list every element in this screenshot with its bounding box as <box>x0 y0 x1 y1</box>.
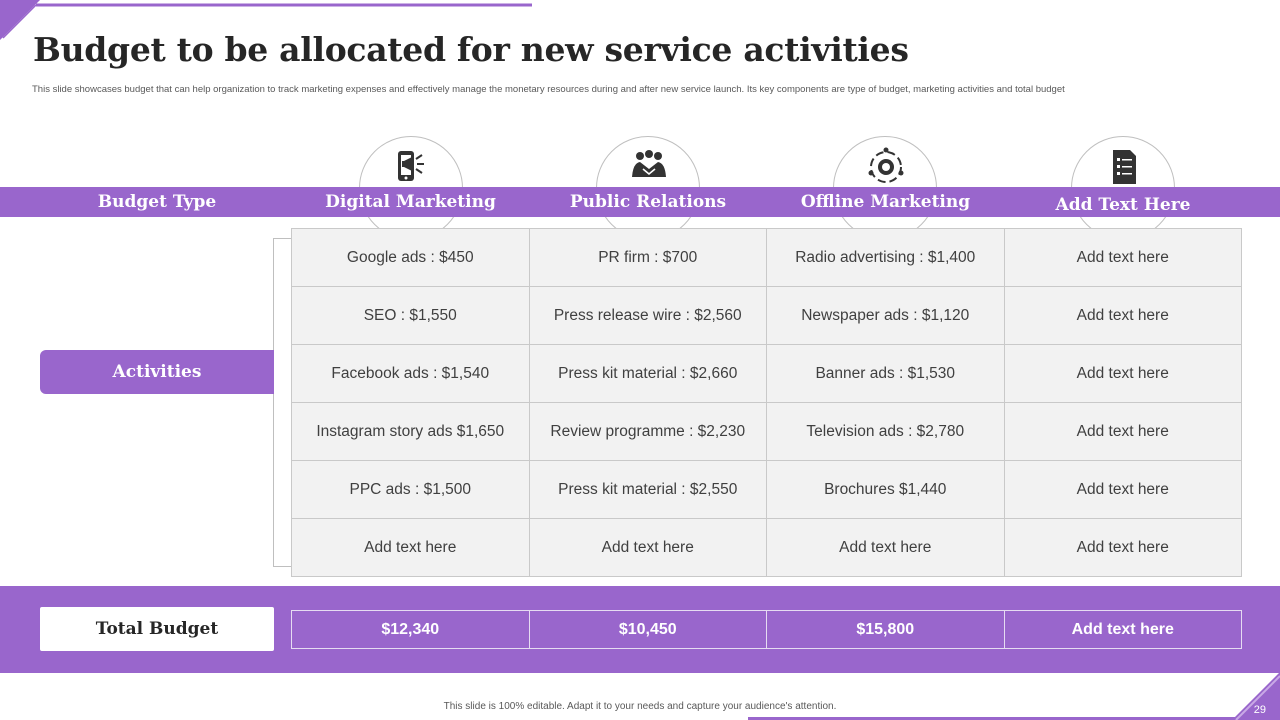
corner-decoration <box>1232 672 1280 720</box>
table-cell: SEO : $1,550 <box>291 286 530 345</box>
table-cell: Press kit material : $2,660 <box>528 344 767 403</box>
header-cover <box>595 187 701 217</box>
table-cell: Google ads : $450 <box>291 228 530 287</box>
table-cell: Add text here <box>1003 286 1242 345</box>
table-cell: Brochures $1,440 <box>766 460 1005 519</box>
table-cell: Add text here <box>1003 344 1242 403</box>
table-row: Instagram story ads $1,650 Review progra… <box>291 402 1242 461</box>
table-cell: PPC ads : $1,500 <box>291 460 530 519</box>
table-cell: Add text here <box>1003 228 1242 287</box>
page-title: Budget to be allocated for new service a… <box>33 30 909 69</box>
header-cover <box>1070 187 1176 217</box>
table-cell: Add text here <box>1003 460 1242 519</box>
header-public-relations: Public Relations <box>569 192 727 212</box>
gear-cycle-icon <box>868 147 904 183</box>
total-value: $15,800 <box>766 610 1005 649</box>
page-number: 29 <box>1253 704 1266 716</box>
totals-table: $12,340 $10,450 $15,800 Add text here <box>291 610 1242 649</box>
table-row: Add text here Add text here Add text her… <box>291 518 1242 577</box>
table-cell: Banner ads : $1,530 <box>766 344 1005 403</box>
total-value: $10,450 <box>528 610 767 649</box>
header-digital-marketing: Digital Marketing <box>325 192 496 212</box>
table-cell: Radio advertising : $1,400 <box>766 228 1005 287</box>
table-cell: Review programme : $2,230 <box>528 402 767 461</box>
table-row: SEO : $1,550 Press release wire : $2,560… <box>291 286 1242 345</box>
header-cover <box>832 187 938 217</box>
table-cell: Press kit material : $2,550 <box>528 460 767 519</box>
footer-line <box>748 717 1280 720</box>
table-cell: Press release wire : $2,560 <box>528 286 767 345</box>
mobile-megaphone-icon <box>398 151 424 181</box>
table-cell: PR firm : $700 <box>528 228 767 287</box>
table-cell: Add text here <box>1003 518 1242 577</box>
table-cell: Television ads : $2,780 <box>766 402 1005 461</box>
table-cell: Newspaper ads : $1,120 <box>766 286 1005 345</box>
table-row: Facebook ads : $1,540 Press kit material… <box>291 344 1242 403</box>
document-checklist-icon <box>1113 150 1136 184</box>
total-value: Add text here <box>1003 610 1242 649</box>
total-budget-label: Total Budget <box>40 607 274 651</box>
table-cell: Instagram story ads $1,650 <box>291 402 530 461</box>
table-cell: Add text here <box>291 518 530 577</box>
table-cell: Add text here <box>766 518 1005 577</box>
activities-label: Activities <box>40 350 274 394</box>
header-offline-marketing: Offline Marketing <box>800 192 971 212</box>
table-cell: Facebook ads : $1,540 <box>291 344 530 403</box>
footer-note: This slide is 100% editable. Adapt it to… <box>443 701 837 712</box>
top-corner-decoration <box>0 0 532 40</box>
page-subtitle: This slide showcases budget that can hel… <box>32 84 1065 95</box>
activities-bracket <box>273 238 291 567</box>
table-row: Google ads : $450 PR firm : $700 Radio a… <box>291 228 1242 287</box>
table-cell: Add text here <box>528 518 767 577</box>
header-cover <box>358 187 464 217</box>
handshake-icon <box>632 150 666 177</box>
table-cell: Add text here <box>1003 402 1242 461</box>
totals-row: $12,340 $10,450 $15,800 Add text here <box>291 610 1242 649</box>
header-budget-type: Budget Type <box>97 192 217 212</box>
table-row: PPC ads : $1,500 Press kit material : $2… <box>291 460 1242 519</box>
header-add-text: Add Text Here <box>1055 195 1191 215</box>
activities-table: Google ads : $450 PR firm : $700 Radio a… <box>291 228 1242 577</box>
total-value: $12,340 <box>291 610 530 649</box>
